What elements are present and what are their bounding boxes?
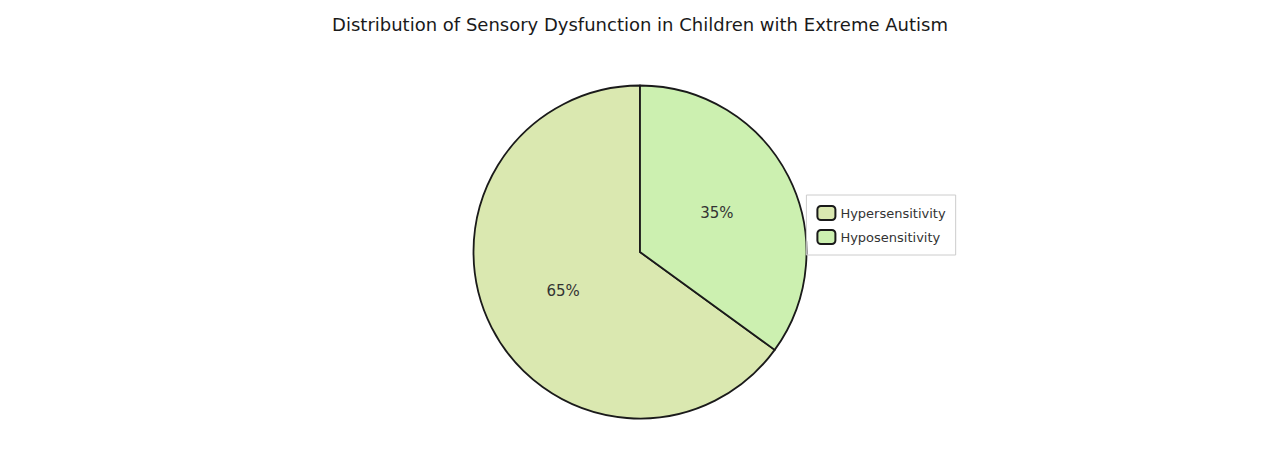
svg-text:Hyposensitivity: Hyposensitivity [840, 230, 940, 245]
svg-text:35%: 35% [700, 204, 733, 222]
svg-text:Distribution of Sensory Dysfun: Distribution of Sensory Dysfunction in C… [332, 14, 948, 35]
svg-text:65%: 65% [546, 282, 579, 300]
svg-text:Hypersensitivity: Hypersensitivity [840, 206, 946, 221]
